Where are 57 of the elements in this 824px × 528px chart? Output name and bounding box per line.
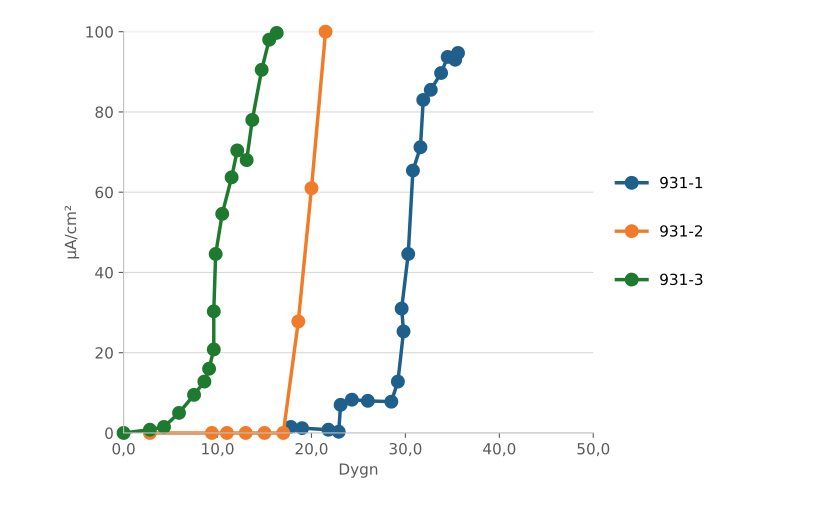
point <box>406 164 420 178</box>
point <box>332 424 346 439</box>
point <box>224 170 239 184</box>
y-tick-label: 20 <box>96 347 113 359</box>
point <box>413 140 428 154</box>
legend-label: 931-3 <box>660 274 702 286</box>
y-tick-label: 60 <box>96 186 113 198</box>
point <box>276 426 290 440</box>
point <box>220 426 234 440</box>
x-axis-title: Dygn <box>340 463 378 478</box>
point <box>258 426 272 440</box>
point <box>360 394 375 408</box>
point <box>230 144 244 158</box>
point <box>245 113 260 127</box>
x-tick-label: 10,0 <box>202 442 234 456</box>
x-tick-label: 20,0 <box>296 442 328 456</box>
point <box>238 426 253 440</box>
point <box>187 388 201 402</box>
point <box>215 206 230 221</box>
point <box>291 314 306 328</box>
point <box>334 398 348 412</box>
point <box>254 62 269 77</box>
point <box>142 422 157 437</box>
point <box>344 392 359 407</box>
legend-label: 931-2 <box>660 225 702 237</box>
x-tick-label: 0,0 <box>112 442 135 456</box>
y-axis-title: µA/cm² <box>64 206 80 258</box>
point <box>295 421 310 436</box>
point <box>270 26 284 40</box>
point <box>390 374 405 389</box>
point <box>416 92 430 107</box>
point <box>401 247 416 261</box>
point <box>318 24 333 39</box>
point <box>172 406 186 420</box>
point <box>304 181 318 196</box>
point <box>197 374 212 389</box>
point <box>204 426 219 440</box>
point <box>206 304 221 318</box>
point <box>208 247 223 261</box>
x-tick-label: 50,0 <box>577 442 610 456</box>
point <box>424 82 438 97</box>
point <box>384 394 398 409</box>
y-tick-label: 0 <box>105 427 113 439</box>
y-tick-label: 40 <box>95 266 113 278</box>
point <box>206 342 221 356</box>
point <box>396 324 410 338</box>
y-tick-label: 80 <box>95 106 113 118</box>
point <box>394 302 409 316</box>
y-tick-label: 100 <box>86 26 113 38</box>
point <box>202 362 216 376</box>
point <box>434 66 448 80</box>
x-tick-label: 40,0 <box>483 442 516 456</box>
x-tick-label: 30,0 <box>390 442 422 456</box>
point <box>157 420 171 434</box>
legend-label: 931-1 <box>660 176 702 188</box>
point <box>240 153 254 168</box>
point <box>116 426 131 440</box>
